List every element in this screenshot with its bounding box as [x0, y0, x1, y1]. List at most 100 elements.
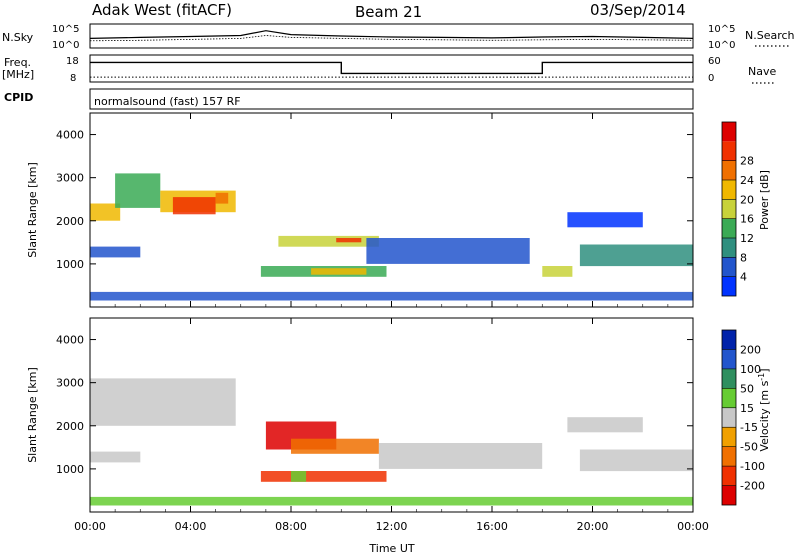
power-colorbar-seg-3: [722, 218, 736, 238]
velocity-colorbar-seg-1: [722, 466, 736, 486]
frequency-panel: Freq. [MHz] 18 8 60 0 Nave: [2, 54, 776, 84]
cpid-text: normalsound (fast) 157 RF: [94, 95, 241, 108]
beam-title: Beam 21: [355, 3, 422, 21]
xtick-label-1: 04:00: [175, 520, 207, 533]
power-region-1: [115, 173, 161, 208]
power-ytick-label-2: 3000: [56, 172, 84, 185]
velocity-region-2: [260, 471, 387, 482]
power-region-12: [579, 244, 693, 267]
nave-tick-top: 60: [708, 56, 721, 67]
power-region-5: [90, 246, 141, 258]
power-region-11: [542, 266, 573, 277]
velocity-ytick-label-3: 4000: [56, 334, 84, 347]
velocity-region-5: [291, 438, 379, 454]
velocity-colorbar-label-6: 100: [740, 363, 761, 376]
velocity-colorbar-seg-8: [722, 330, 736, 350]
power-colorbar-seg-0: [722, 276, 736, 296]
power-colorbar-seg-5: [722, 180, 736, 200]
nsky-tick-bottom: 10^0: [52, 40, 79, 51]
velocity-colorbar-seg-3: [722, 427, 736, 447]
power-colorbar-seg-6: [722, 160, 736, 180]
nave-tick-bottom: 0: [708, 73, 714, 84]
xtick-label-4: 16:00: [476, 520, 508, 533]
nsearch-tick-top: 10^5: [708, 24, 735, 35]
velocity-colorbar-seg-0: [722, 485, 736, 505]
nsky-label: N.Sky: [2, 31, 34, 44]
power-colorbar-seg-1: [722, 257, 736, 277]
velocity-colorbar-seg-5: [722, 388, 736, 408]
power-colorbar-label-1: 8: [740, 251, 747, 264]
velocity-ytick-label-0: 1000: [56, 463, 84, 476]
velocity-region-9: [90, 496, 693, 506]
power-ylabel: Slant Range [km]: [26, 162, 39, 258]
velocity-colorbar-label-2: -50: [740, 441, 758, 454]
velocity-colorbar-frame: [721, 329, 737, 506]
nsearch-label: N.Search: [745, 29, 795, 42]
power-colorbar-seg-8: [722, 122, 736, 142]
power-region-13: [567, 212, 643, 228]
power-region-9: [336, 238, 362, 243]
velocity-region-7: [579, 449, 693, 472]
nsky-tick-top: 10^5: [52, 24, 79, 35]
sky-noise-series-1: [89, 35, 694, 42]
sky-noise-series-0: [89, 30, 694, 39]
station-title: Adak West (fitACF): [92, 1, 232, 19]
velocity-region-0: [90, 378, 236, 426]
velocity-region-6: [378, 443, 543, 469]
velocity-colorbar-seg-7: [722, 349, 736, 369]
xtick-label-3: 12:00: [376, 520, 408, 533]
power-region-8: [278, 235, 379, 247]
frequency-line: [90, 61, 693, 75]
velocity-colorbar-seg-6: [722, 368, 736, 389]
freq-tick-top: 18: [66, 56, 79, 67]
cpid-label: CPID: [4, 91, 33, 104]
velocity-colorbar-label-1: -100: [740, 460, 765, 473]
power-region-7: [311, 268, 367, 275]
velocity-colorbar-seg-2: [722, 446, 736, 467]
cpid-panel: CPID normalsound (fast) 157 RF: [4, 88, 694, 110]
xaxis-label: Time UT: [368, 542, 414, 554]
power-region-0: [90, 203, 121, 221]
power-colorbar-label-6: 28: [740, 155, 754, 168]
power-region-10: [366, 238, 530, 264]
velocity-colorbar-label-7: 200: [740, 343, 761, 356]
xtick-label-5: 20:00: [577, 520, 609, 533]
power-colorbar-seg-7: [722, 141, 736, 161]
power-ytick-label-3: 4000: [56, 129, 84, 142]
freq-label-line1: Freq.: [4, 56, 31, 69]
power-colorbar-seg-4: [722, 199, 736, 219]
power-colorbar-label-4: 20: [740, 193, 754, 206]
power-region-4: [215, 192, 229, 204]
xtick-label-2: 08:00: [275, 520, 307, 533]
velocity-region-8: [567, 417, 643, 433]
freq-tick-bottom: 8: [70, 73, 76, 84]
velocity-region-3: [291, 471, 307, 482]
power-colorbar-label-0: 4: [740, 271, 747, 284]
sky-noise-panel: N.Sky 10^5 10^0 10^5 10^0 N.Search: [2, 23, 795, 51]
power-colorbar-label: Power [dB]: [758, 170, 771, 230]
power-ytick-label-0: 1000: [56, 258, 84, 271]
freq-label-line2: [MHz]: [2, 68, 34, 81]
power-colorbar-label-5: 24: [740, 174, 754, 187]
power-colorbar-label-2: 12: [740, 232, 754, 245]
time-axis: 00:00 04:00 08:00 12:00 16:00 20:00 00:00: [74, 113, 709, 533]
velocity-colorbar-label: Velocity [m s-1]: [757, 368, 771, 451]
power-colorbar-seg-2: [722, 238, 736, 258]
power-colorbar-label-3: 16: [740, 213, 754, 226]
velocity-colorbar-label-0: -200: [740, 480, 765, 493]
xtick-label-0: 00:00: [74, 520, 106, 533]
velocity-ytick-label-1: 2000: [56, 420, 84, 433]
power-ytick-label-1: 2000: [56, 215, 84, 228]
date-title: 03/Sep/2014: [590, 1, 686, 19]
velocity-colorbar-label-4: 15: [740, 402, 754, 415]
velocity-colorbar-seg-4: [722, 407, 736, 428]
xtick-label-6: 00:00: [677, 520, 709, 533]
velocity-region-1: [90, 451, 141, 463]
power-colorbar-frame: [721, 121, 737, 297]
nsearch-tick-bottom: 10^0: [708, 40, 735, 51]
power-region-14: [90, 291, 693, 301]
velocity-panel: 1000 2000 3000 4000 Slant Range [km] -200 -1…: [26, 317, 771, 513]
power-region-3: [172, 197, 216, 215]
velocity-ytick-label-2: 3000: [56, 377, 84, 390]
